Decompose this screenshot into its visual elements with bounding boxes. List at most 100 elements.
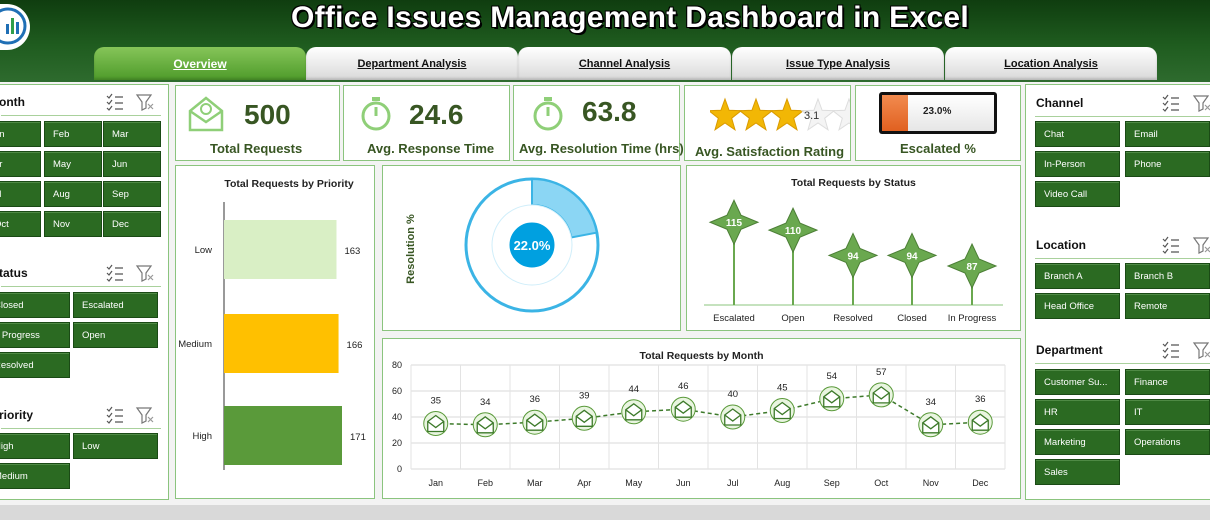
clear-filter-icon[interactable]: [135, 406, 155, 424]
month-item-mar[interactable]: Mar: [103, 121, 161, 147]
chart-title: Total Requests by Month: [639, 350, 764, 362]
slicer-divider: [1, 286, 161, 287]
envelope-marker: [720, 404, 746, 430]
location-item-head-office[interactable]: Head Office: [1035, 293, 1120, 319]
department-item-hr[interactable]: HR: [1035, 399, 1120, 425]
kpi-satisfaction-rating: 3.1 Avg. Satisfaction Rating: [684, 85, 851, 161]
rating-stars: [710, 97, 850, 131]
category-label: High: [192, 431, 212, 442]
y-tick-label: 20: [392, 438, 402, 448]
kpi-satisfaction-label: Avg. Satisfaction Rating: [695, 144, 845, 159]
bar: [224, 220, 337, 279]
tab-overview[interactable]: Overview: [94, 47, 306, 80]
clear-filter-icon[interactable]: [1192, 94, 1210, 112]
department-item-customer-support[interactable]: Customer Su...: [1035, 369, 1120, 395]
clear-filter-icon[interactable]: [135, 264, 155, 282]
star-icon: [738, 97, 774, 131]
data-label: 44: [628, 384, 639, 395]
x-tick-label: Aug: [774, 478, 790, 488]
category-label: Escalated: [713, 313, 755, 324]
escalated-value: 23.0%: [923, 106, 952, 117]
x-tick-label: Jun: [676, 478, 691, 488]
month-item-jul[interactable]: ul: [0, 181, 41, 207]
multi-select-icon[interactable]: [105, 264, 155, 282]
kpi-total-requests: 500 Total Requests: [175, 85, 340, 161]
month-item-may[interactable]: May: [44, 151, 102, 177]
month-chart-panel: Total Requests by Month 0 20 40 60 80 35 Jan 34…: [382, 338, 1021, 499]
right-slicer-panel: Channel Chat Email In-Person Phone Video…: [1025, 84, 1210, 500]
bar: [224, 314, 339, 373]
tab-location-analysis[interactable]: Location Analysis: [945, 47, 1157, 80]
department-item-marketing[interactable]: Marketing: [1035, 429, 1120, 455]
slicer-divider: [1, 428, 161, 429]
star-marker: [886, 232, 938, 279]
x-tick-label: Apr: [577, 478, 591, 488]
envelope-icon: [188, 96, 224, 132]
tab-issue-type-analysis[interactable]: Issue Type Analysis: [732, 47, 944, 80]
multi-select-icon[interactable]: [1161, 94, 1210, 112]
sheet-bottom-bar: [0, 505, 1210, 520]
envelope-marker: [571, 405, 597, 431]
multi-select-icon[interactable]: [105, 93, 155, 111]
channel-item-phone[interactable]: Phone: [1125, 151, 1210, 177]
data-label: 35: [430, 396, 441, 407]
data-label: 115: [726, 218, 743, 229]
priority-chart-panel: Total Requests by Priority Low 163 Medium 1…: [175, 165, 375, 499]
status-item-in-progress[interactable]: n Progress: [0, 322, 70, 348]
month-item-jan[interactable]: an: [0, 121, 41, 147]
status-item-resolved[interactable]: Resolved: [0, 352, 70, 378]
month-item-dec[interactable]: Dec: [103, 211, 161, 237]
location-item-branch-a[interactable]: Branch A: [1035, 263, 1120, 289]
slicer-divider: [1, 115, 161, 116]
data-label: 57: [876, 367, 887, 378]
star-marker: [946, 242, 998, 290]
kpi-total-requests-label: Total Requests: [210, 141, 303, 156]
clear-filter-icon[interactable]: [135, 93, 155, 111]
department-item-sales[interactable]: Sales: [1035, 459, 1120, 485]
envelope-marker: [621, 399, 647, 425]
department-item-it[interactable]: IT: [1125, 399, 1210, 425]
priority-item-high[interactable]: High: [0, 433, 70, 459]
tab-department-analysis[interactable]: Department Analysis: [306, 47, 518, 80]
status-item-open[interactable]: Open: [73, 322, 158, 348]
clear-filter-icon[interactable]: [1192, 341, 1210, 359]
priority-bar-chart: Low 163 Medium 166 High 171: [178, 202, 366, 470]
battery-fill: [882, 95, 909, 131]
x-tick-label: Jan: [428, 478, 443, 488]
multi-select-icon[interactable]: [1161, 341, 1210, 359]
priority-item-medium[interactable]: Medium: [0, 463, 70, 489]
multi-select-icon[interactable]: [1161, 236, 1210, 254]
stopwatch-icon: [533, 97, 563, 131]
slicer-divider: [1035, 116, 1210, 117]
x-tick-label: Oct: [874, 478, 889, 488]
kpi-avg-resolution-label: Avg. Resolution Time (hrs): [519, 141, 684, 156]
month-item-nov[interactable]: Nov: [44, 211, 102, 237]
month-item-apr[interactable]: pr: [0, 151, 41, 177]
location-item-branch-b[interactable]: Branch B: [1125, 263, 1210, 289]
channel-item-chat[interactable]: Chat: [1035, 121, 1120, 147]
channel-item-video-call[interactable]: Video Call: [1035, 181, 1120, 207]
location-item-remote[interactable]: Remote: [1125, 293, 1210, 319]
x-tick-label: Feb: [477, 478, 493, 488]
channel-item-email[interactable]: Email: [1125, 121, 1210, 147]
category-label: Closed: [897, 313, 927, 324]
priority-item-low[interactable]: Low: [73, 433, 158, 459]
month-item-jun[interactable]: Jun: [103, 151, 161, 177]
x-tick-label: May: [625, 478, 643, 488]
status-item-escalated[interactable]: Escalated: [73, 292, 158, 318]
department-item-operations[interactable]: Operations: [1125, 429, 1210, 455]
department-item-finance[interactable]: Finance: [1125, 369, 1210, 395]
channel-item-in-person[interactable]: In-Person: [1035, 151, 1120, 177]
month-item-sep[interactable]: Sep: [103, 181, 161, 207]
month-item-aug[interactable]: Aug: [44, 181, 102, 207]
star-icon: [800, 97, 836, 131]
multi-select-icon[interactable]: [105, 406, 155, 424]
status-item-closed[interactable]: Closed: [0, 292, 70, 318]
month-item-feb[interactable]: Feb: [44, 121, 102, 147]
tab-channel-analysis[interactable]: Channel Analysis: [518, 47, 731, 80]
month-item-oct[interactable]: Oct: [0, 211, 41, 237]
envelope-marker: [670, 396, 696, 422]
clear-filter-icon[interactable]: [1192, 236, 1210, 254]
location-slicer-title: Location: [1036, 238, 1086, 252]
star-icon: [831, 97, 850, 131]
